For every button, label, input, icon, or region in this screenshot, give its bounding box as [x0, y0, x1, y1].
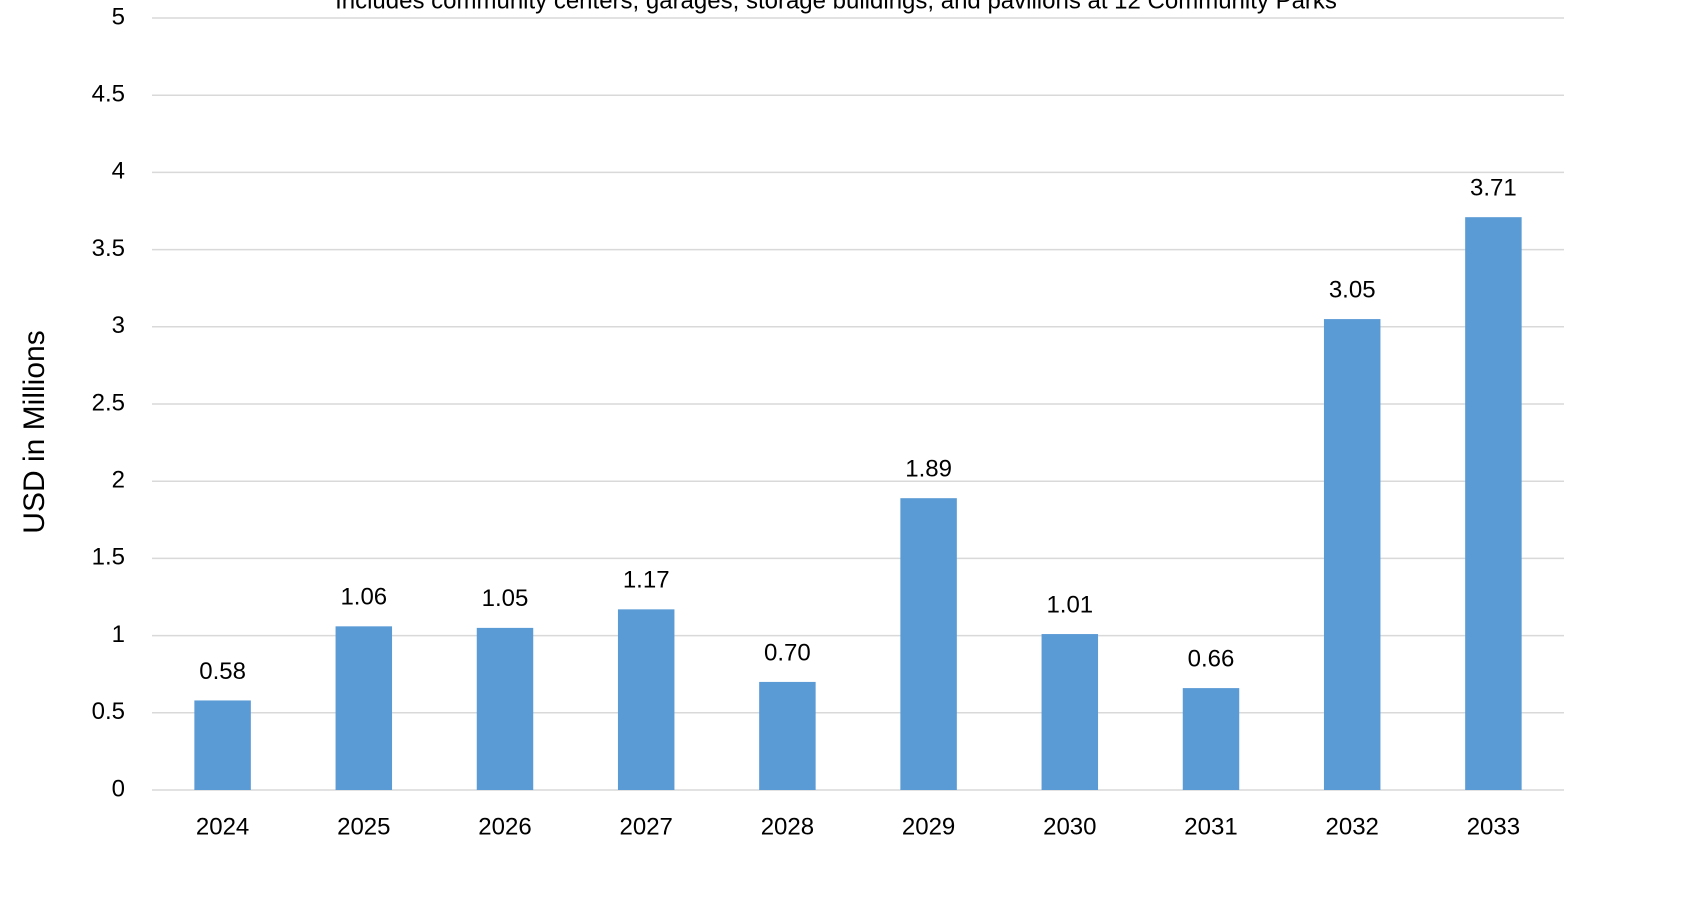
bar [1041, 634, 1099, 790]
x-tick-label: 2025 [337, 813, 390, 840]
y-tick-label: 4.5 [92, 81, 125, 108]
x-tick-label: 2033 [1467, 813, 1520, 840]
data-label: 1.89 [905, 456, 952, 483]
bar [1323, 319, 1381, 790]
data-label: 0.70 [764, 639, 811, 666]
y-tick-label: 3.5 [92, 235, 125, 262]
y-tick-label: 1 [112, 621, 125, 648]
x-tick-label: 2030 [1043, 813, 1096, 840]
data-label: 1.01 [1046, 591, 1093, 618]
bar [194, 700, 251, 790]
bar [1465, 217, 1522, 790]
y-tick-label: 3 [112, 312, 125, 339]
x-tick-label: 2024 [196, 813, 249, 840]
data-label: 1.17 [623, 567, 670, 594]
x-tick-label: 2026 [478, 813, 531, 840]
x-tick-label: 2027 [620, 813, 673, 840]
y-axis-label: USD in Millions [18, 330, 51, 533]
y-tick-label: 4 [112, 158, 125, 185]
data-label: 0.58 [199, 658, 246, 685]
bar [476, 627, 534, 790]
x-tick-label: 2028 [761, 813, 814, 840]
x-tick-label: 2032 [1326, 813, 1379, 840]
x-tick-label: 2031 [1184, 813, 1237, 840]
bar [617, 609, 675, 790]
y-tick-label: 0 [112, 775, 125, 802]
data-label: 3.71 [1470, 175, 1517, 202]
chart-subtitle: Includes community centers, garages, sto… [335, 0, 1337, 14]
bar [1182, 688, 1240, 790]
bar [335, 626, 393, 790]
y-tick-label: 2.5 [92, 389, 125, 416]
bar [759, 681, 816, 790]
x-tick-label: 2029 [902, 813, 955, 840]
y-tick-label: 0.5 [92, 698, 125, 725]
y-tick-label: 2 [112, 467, 125, 494]
y-tick-label: 1.5 [92, 544, 125, 571]
data-label: 1.06 [340, 584, 387, 611]
data-label: 1.05 [482, 585, 529, 612]
data-label: 0.66 [1188, 645, 1235, 672]
y-tick-label: 5 [112, 3, 125, 30]
data-label: 3.05 [1329, 276, 1376, 303]
bar [900, 498, 957, 790]
